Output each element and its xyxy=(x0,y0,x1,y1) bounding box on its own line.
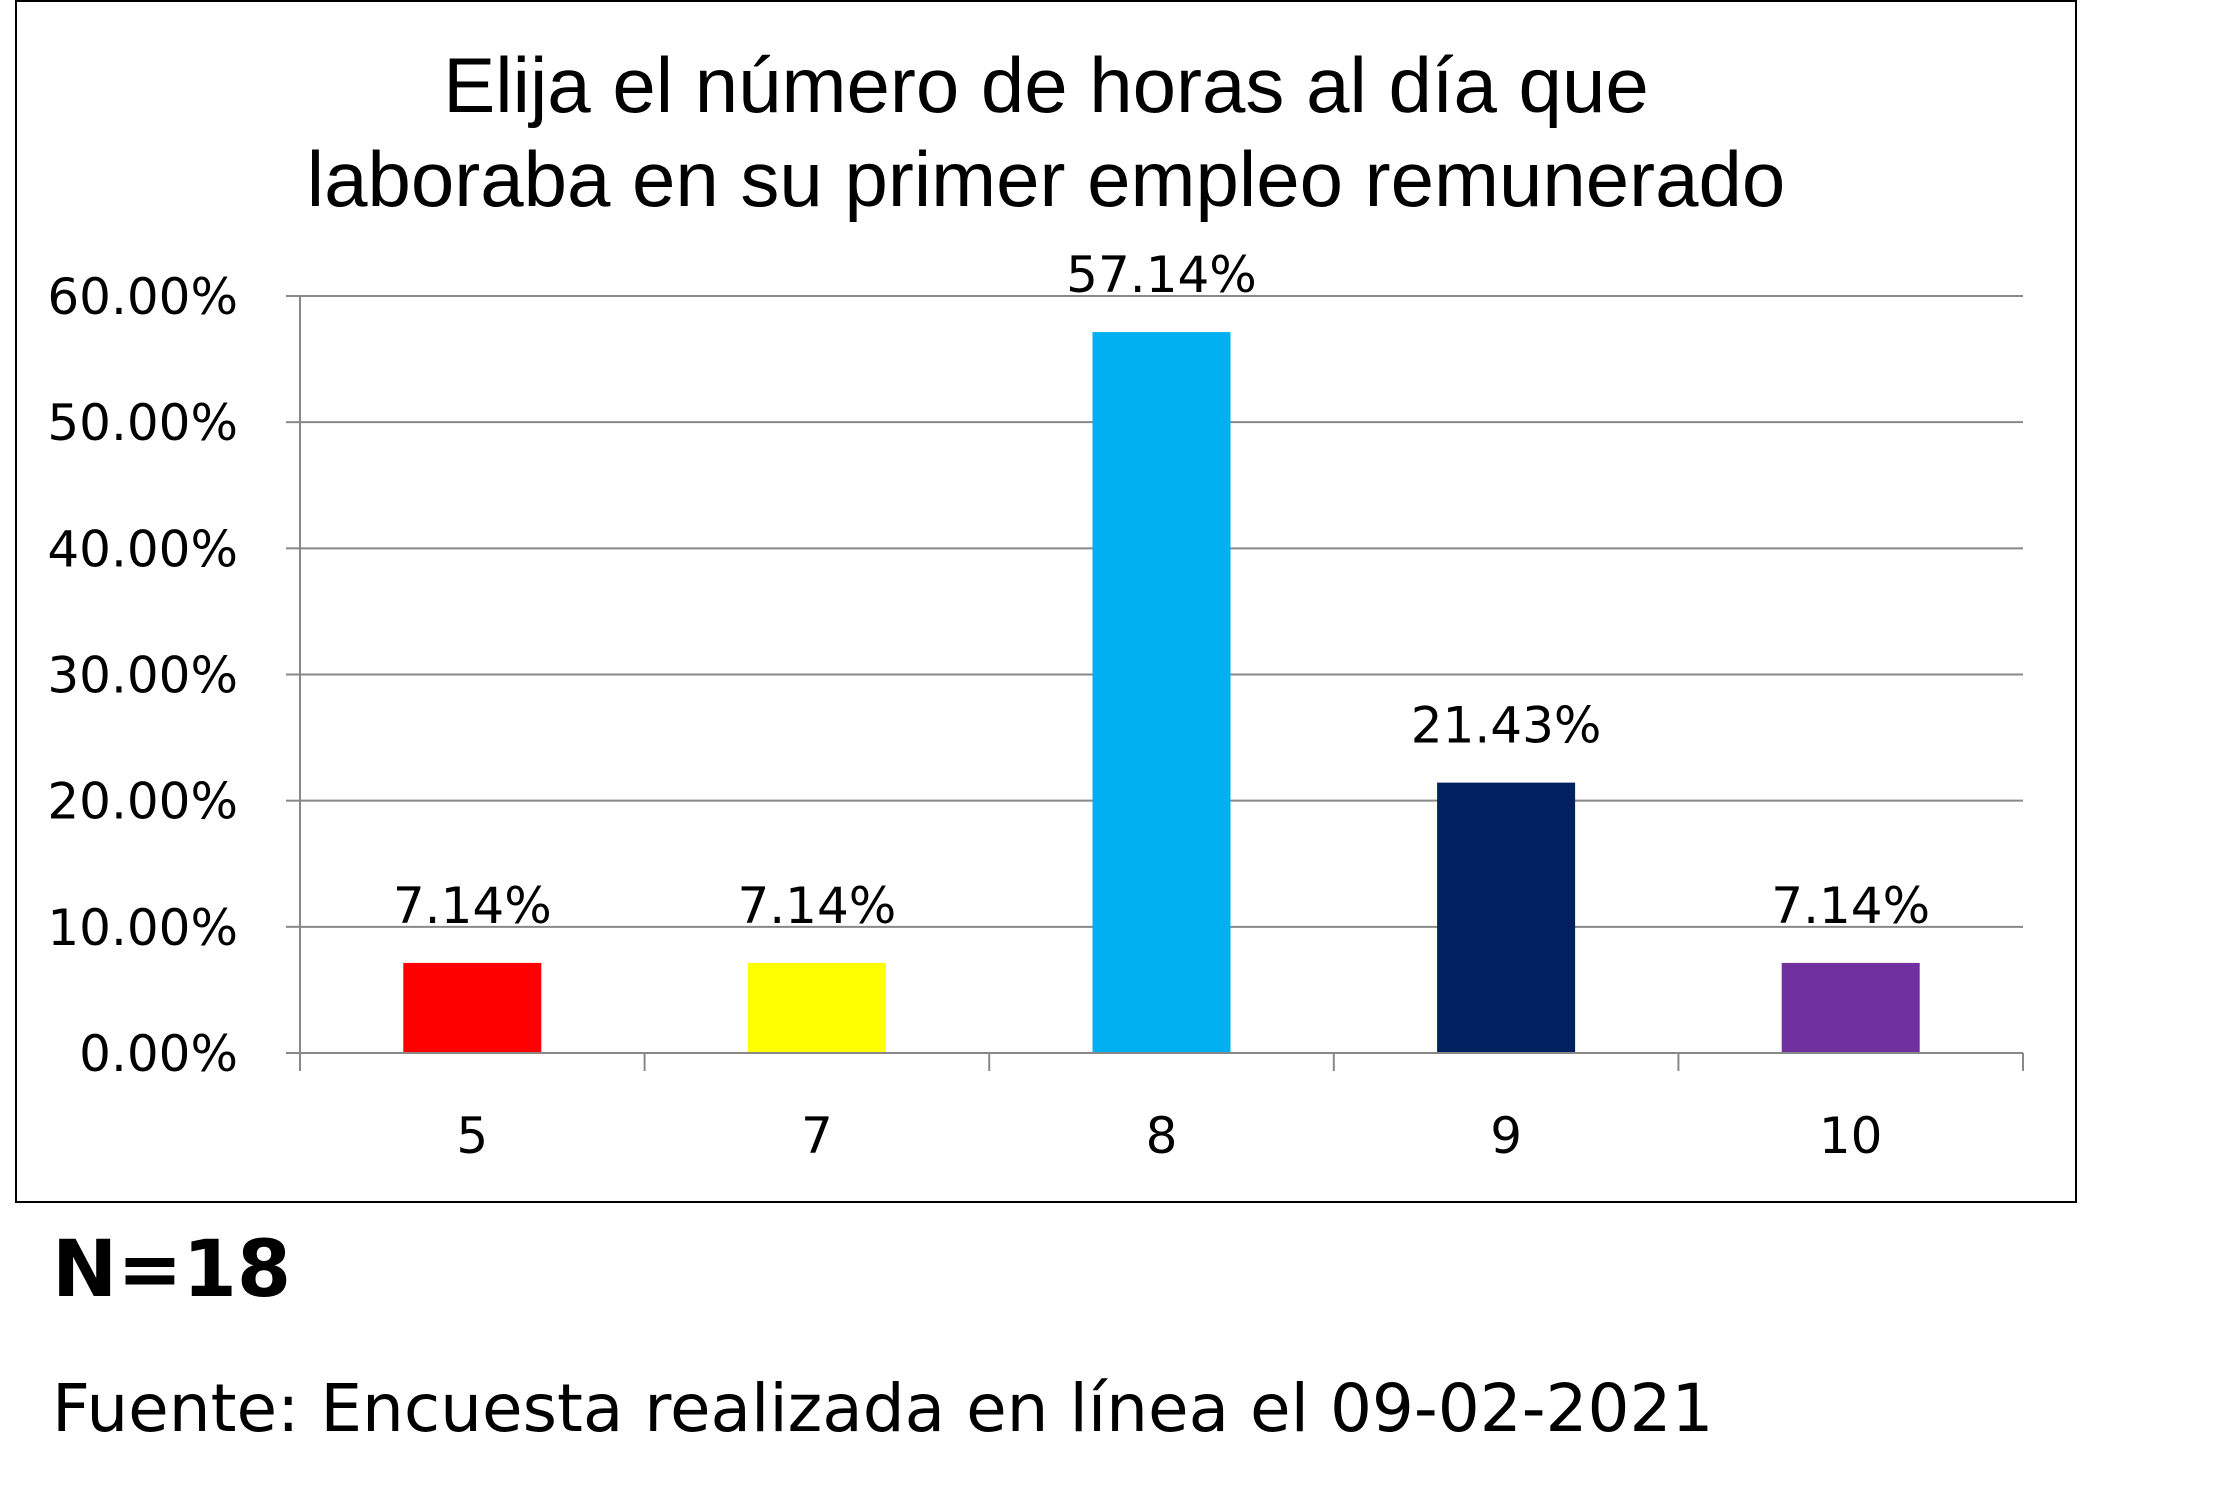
bar-10 xyxy=(1781,962,1920,1053)
data-label: 7.14% xyxy=(1771,877,1930,935)
data-label: 21.43% xyxy=(1411,697,1602,755)
y-tick-label: 40.00% xyxy=(47,520,238,578)
bar-8 xyxy=(1092,332,1231,1053)
y-tick-label: 50.00% xyxy=(47,394,238,452)
y-tick-label: 30.00% xyxy=(47,647,238,705)
y-tick-label: 60.00% xyxy=(47,268,238,326)
x-tick-label: 7 xyxy=(801,1107,833,1165)
sample-size-note: N=18 xyxy=(52,1225,292,1315)
bar-7 xyxy=(747,962,886,1053)
data-label: 7.14% xyxy=(737,877,896,935)
x-tick-label: 9 xyxy=(1490,1107,1522,1165)
y-tick-label: 20.00% xyxy=(47,773,238,831)
chart-title-line-1: Elija el número de horas al día que xyxy=(443,41,1648,129)
y-tick-label: 0.00% xyxy=(79,1025,238,1083)
x-tick-label: 8 xyxy=(1146,1107,1178,1165)
x-tick-label: 5 xyxy=(456,1107,488,1165)
source-note: Fuente: Encuesta realizada en línea el 0… xyxy=(52,1370,1714,1447)
bar-5 xyxy=(403,962,542,1053)
y-tick-label: 10.00% xyxy=(47,899,238,957)
data-label: 7.14% xyxy=(393,877,552,935)
chart-frame xyxy=(15,0,2077,1203)
x-tick-label: 10 xyxy=(1819,1107,1883,1165)
bar-9 xyxy=(1437,782,1576,1053)
data-label: 57.14% xyxy=(1066,246,1257,304)
chart-title-line-2: laboraba en su primer empleo remunerado xyxy=(307,135,1786,223)
